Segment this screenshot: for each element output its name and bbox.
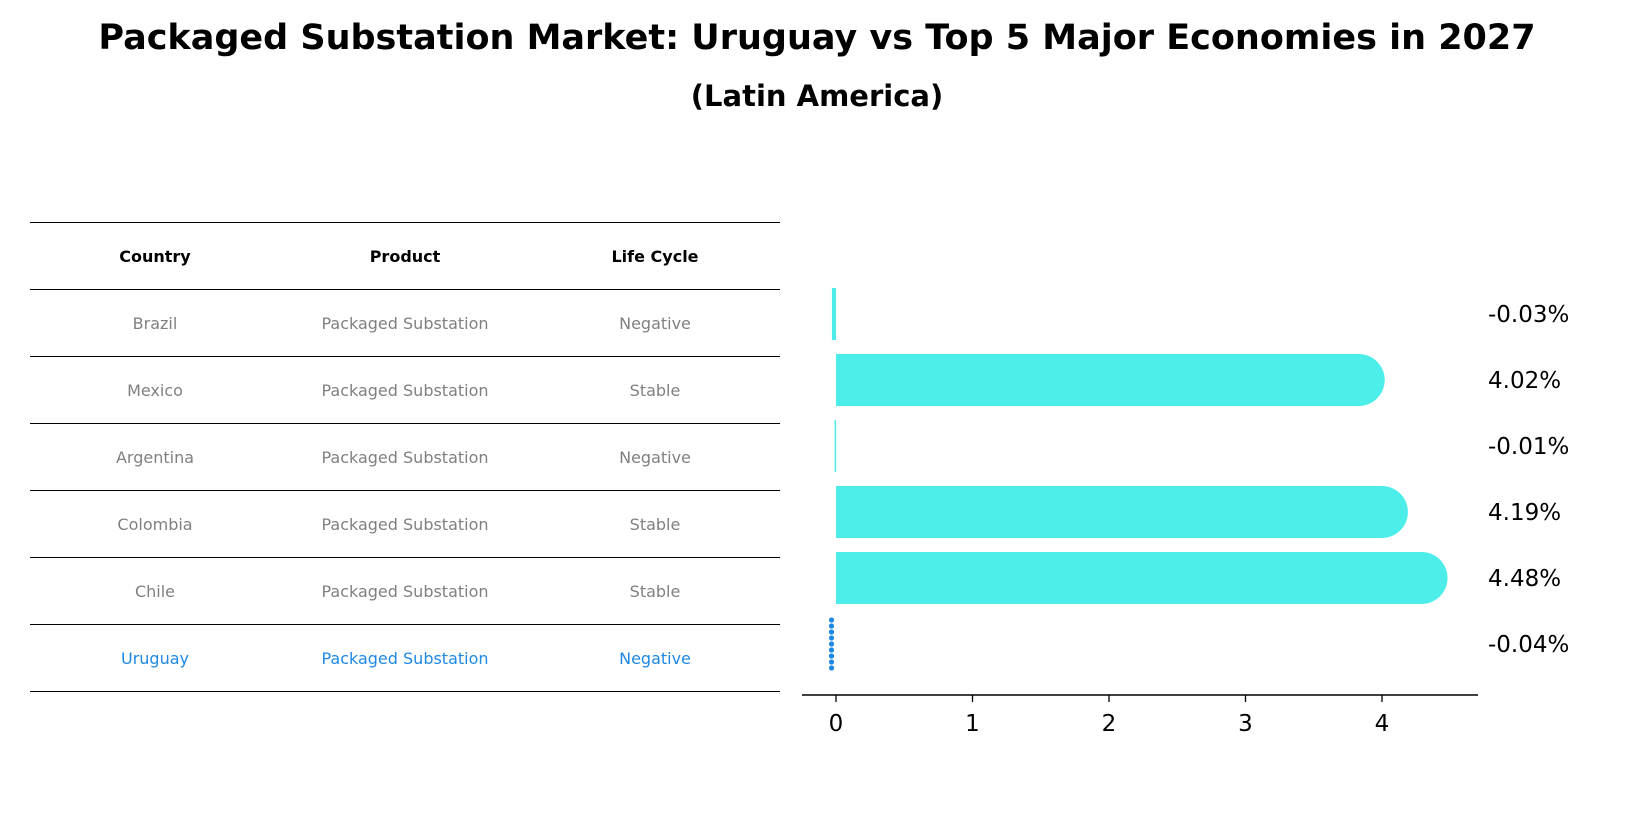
bar-value-label: -0.01% [1488, 434, 1569, 460]
row-life-cycle: Stable [629, 514, 681, 534]
header-product: Product [369, 246, 441, 266]
bar-marker [828, 635, 835, 641]
row-life-cycle: Negative [619, 648, 691, 668]
bar-value-label: 4.02% [1488, 368, 1561, 394]
table-header-row: Country Product Life Cycle [30, 222, 780, 289]
row-product: Packaged Substation [321, 313, 489, 333]
row-country: Uruguay [121, 648, 189, 668]
x-tick-label: 4 [1375, 711, 1390, 737]
row-product: Packaged Substation [321, 447, 489, 467]
bar-value-label: 4.48% [1488, 566, 1561, 592]
x-tick-label: 1 [965, 711, 980, 737]
bar [834, 420, 837, 472]
row-product: Packaged Substation [321, 514, 489, 534]
x-tick-label: 2 [1102, 711, 1117, 737]
row-life-cycle: Negative [619, 447, 691, 467]
row-country: Brazil [132, 313, 178, 333]
table-row: Brazil Packaged Substation Negative [30, 289, 780, 356]
row-country: Argentina [115, 447, 195, 467]
bar-marker [828, 653, 835, 659]
table-row-highlighted: Uruguay Packaged Substation Negative [30, 624, 780, 692]
row-life-cycle: Negative [619, 313, 691, 333]
bar-marker [828, 641, 835, 647]
row-country: Mexico [127, 380, 183, 400]
table-row: Colombia Packaged Substation Stable [30, 490, 780, 557]
row-product: Packaged Substation [321, 648, 489, 668]
bar [836, 552, 1448, 604]
row-life-cycle: Stable [629, 581, 681, 601]
table-row: Chile Packaged Substation Stable [30, 557, 780, 624]
header-life-cycle: Life Cycle [611, 246, 699, 266]
row-country: Chile [134, 581, 176, 601]
x-tick-label: 3 [1238, 711, 1253, 737]
bar-value-label: -0.04% [1488, 632, 1569, 658]
bar [836, 486, 1408, 538]
bar-marker [828, 659, 835, 665]
row-product: Packaged Substation [321, 581, 489, 601]
bar [836, 354, 1385, 406]
bar-marker [828, 665, 835, 671]
x-tick-label: 0 [829, 711, 844, 737]
bar-marker [828, 647, 835, 653]
row-product: Packaged Substation [321, 380, 489, 400]
chart-subtitle: (Latin America) [690, 79, 944, 113]
table-row: Mexico Packaged Substation Stable [30, 356, 780, 423]
bar-value-label: -0.03% [1488, 302, 1569, 328]
header-country: Country [119, 246, 191, 266]
bar [831, 288, 836, 340]
table-row: Argentina Packaged Substation Negative [30, 423, 780, 490]
bar-marker [828, 617, 835, 623]
bar-value-label: 4.19% [1488, 500, 1561, 526]
row-life-cycle: Stable [629, 380, 681, 400]
bar-marker [828, 629, 835, 635]
row-country: Colombia [117, 514, 193, 534]
country-table: Country Product Life Cycle Brazil Packag… [30, 222, 780, 692]
bar-marker [828, 623, 835, 629]
chart-title: Packaged Substation Market: Uruguay vs T… [98, 18, 1536, 58]
